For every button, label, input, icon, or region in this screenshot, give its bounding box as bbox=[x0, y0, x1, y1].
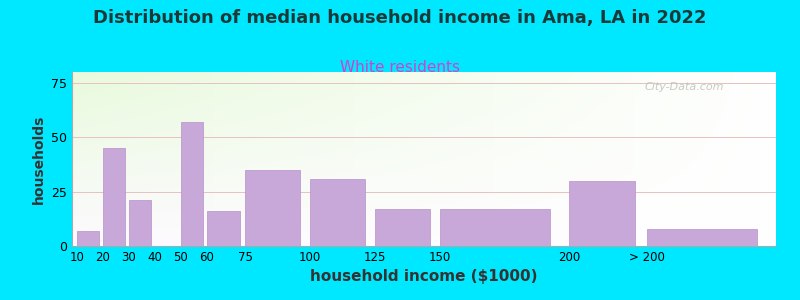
Bar bbox=[646, 229, 757, 246]
Bar bbox=[246, 170, 301, 246]
Bar bbox=[206, 211, 239, 246]
Bar bbox=[77, 231, 99, 246]
Bar bbox=[439, 209, 550, 246]
Y-axis label: households: households bbox=[31, 114, 46, 204]
Bar bbox=[181, 122, 202, 246]
Text: White residents: White residents bbox=[340, 60, 460, 75]
Text: Distribution of median household income in Ama, LA in 2022: Distribution of median household income … bbox=[94, 9, 706, 27]
X-axis label: household income ($1000): household income ($1000) bbox=[310, 269, 538, 284]
Bar bbox=[310, 178, 365, 246]
Bar bbox=[103, 148, 125, 246]
Bar bbox=[569, 181, 635, 246]
Text: City-Data.com: City-Data.com bbox=[645, 82, 724, 92]
Bar bbox=[375, 209, 430, 246]
Bar bbox=[129, 200, 151, 246]
